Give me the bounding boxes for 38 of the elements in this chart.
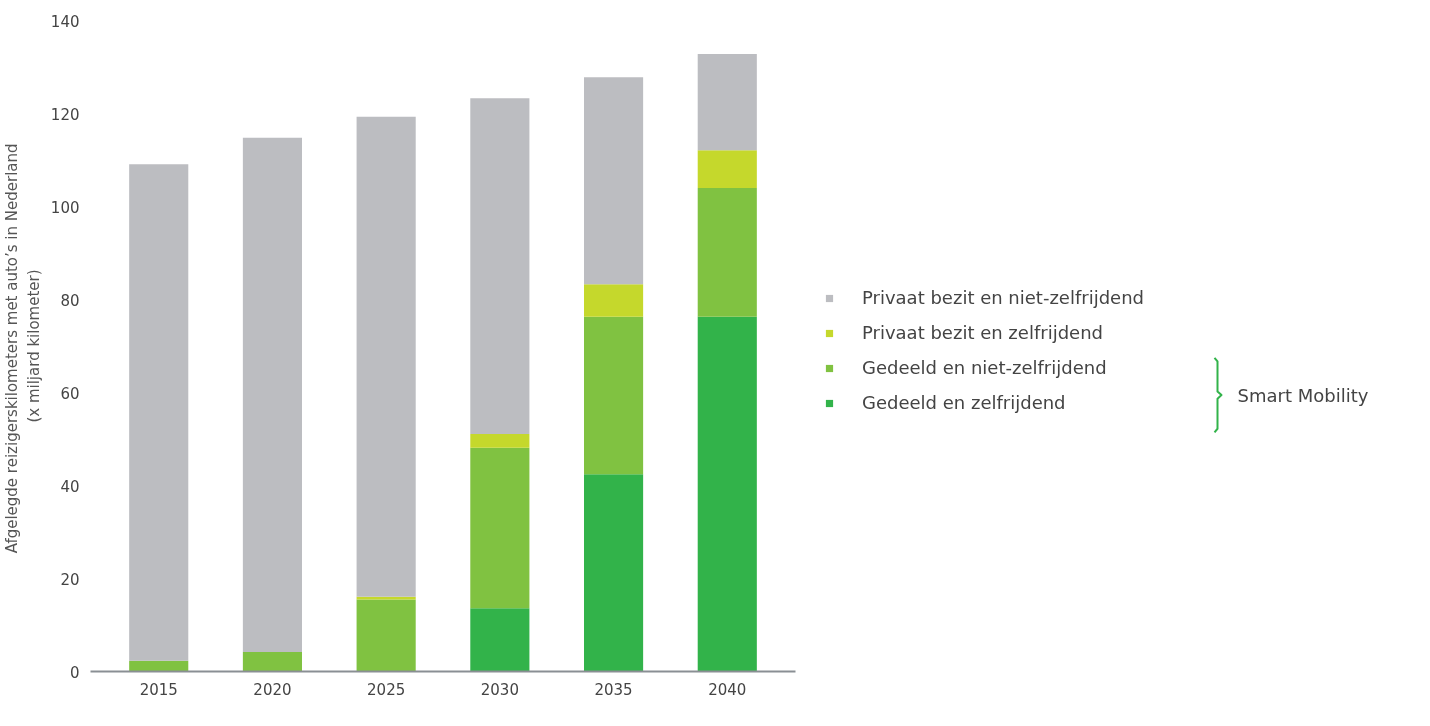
text: Smart Mobility	[1237, 384, 1369, 406]
x-tick-label: 2030	[480, 680, 519, 699]
bar	[470, 447, 530, 609]
y-tick-label: 140	[50, 12, 80, 31]
y-tick-label: 80	[60, 291, 80, 310]
y-tick-label: 40	[60, 477, 80, 496]
bar	[356, 116, 416, 597]
bar	[697, 53, 757, 151]
bar	[697, 150, 757, 188]
bar	[584, 474, 644, 672]
bar	[584, 77, 644, 285]
legend-label: Privaat bezit en zelfrijdend	[862, 322, 1103, 343]
bar	[242, 137, 302, 652]
bar	[470, 433, 530, 448]
x-tick-label: 2015	[139, 680, 178, 699]
legend-label: Privaat bezit en niet-zelfrijdend	[862, 287, 1144, 308]
bar	[129, 164, 189, 661]
x-tick-label: 2035	[594, 680, 633, 699]
legend-label: Gedeeld en niet-zelfrijdend	[862, 357, 1107, 378]
bar	[129, 660, 189, 672]
y-axis-title: Afgelegde reizigerskilometers met auto’s in Nederland (x miljard kilometer)	[3, 143, 43, 554]
bar	[470, 608, 530, 672]
bar	[470, 98, 530, 434]
y-tick-label: 20	[60, 570, 80, 589]
y-tick-label: 100	[50, 198, 80, 217]
bar	[697, 187, 757, 317]
bar	[242, 651, 302, 672]
bar	[584, 284, 644, 317]
y-tick-label: 60	[60, 384, 80, 403]
bar	[697, 316, 757, 672]
x-tick-label: 2040	[708, 680, 747, 699]
y-tick-label: 120	[50, 105, 80, 124]
legend-label: Gedeeld en zelfrijdend	[862, 392, 1066, 413]
bar	[584, 316, 644, 475]
x-tick-label: 2025	[367, 680, 406, 699]
x-tick-label: 2020	[253, 680, 292, 699]
bar	[356, 599, 416, 672]
y-tick-label: 0	[69, 663, 80, 682]
